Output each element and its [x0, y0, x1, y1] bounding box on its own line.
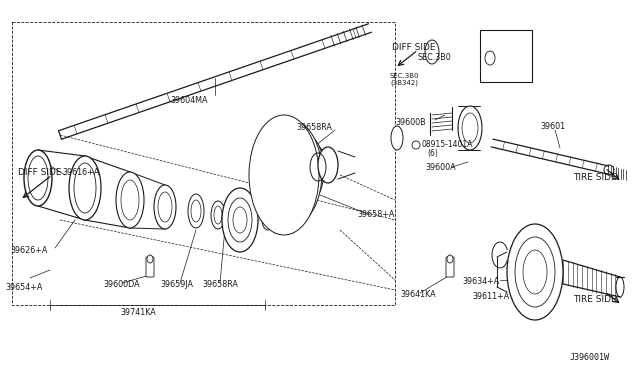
- Ellipse shape: [147, 255, 153, 263]
- Text: 39634+A: 39634+A: [462, 277, 499, 286]
- Text: J396001W: J396001W: [570, 353, 610, 362]
- Ellipse shape: [154, 185, 176, 229]
- Ellipse shape: [116, 172, 144, 228]
- Text: SEC.3B0
(3B342): SEC.3B0 (3B342): [390, 73, 419, 87]
- Text: 39600DA: 39600DA: [103, 280, 140, 289]
- Text: 39654+A: 39654+A: [5, 283, 42, 292]
- Ellipse shape: [280, 132, 324, 208]
- Text: 39601: 39601: [540, 122, 565, 131]
- Text: 39658RA: 39658RA: [202, 280, 238, 289]
- Ellipse shape: [425, 40, 439, 64]
- Text: 39658+A: 39658+A: [357, 210, 394, 219]
- Ellipse shape: [485, 51, 495, 65]
- Ellipse shape: [298, 143, 326, 191]
- Text: 39741KA: 39741KA: [120, 308, 156, 317]
- Text: 39600A: 39600A: [425, 163, 456, 172]
- Text: DIFF SIDE: DIFF SIDE: [392, 43, 435, 52]
- Text: 08915-1401A: 08915-1401A: [422, 140, 474, 149]
- Text: TIRE SIDE: TIRE SIDE: [573, 295, 616, 304]
- Text: SEC.3B0: SEC.3B0: [417, 53, 451, 62]
- Bar: [480, 30, 532, 82]
- Ellipse shape: [312, 151, 328, 179]
- Text: 39626+A: 39626+A: [10, 246, 47, 255]
- Ellipse shape: [188, 194, 204, 228]
- Ellipse shape: [447, 255, 453, 263]
- Text: 39604MA: 39604MA: [170, 96, 207, 105]
- Ellipse shape: [222, 188, 258, 252]
- Ellipse shape: [24, 150, 52, 206]
- Ellipse shape: [391, 126, 403, 150]
- Ellipse shape: [262, 121, 322, 225]
- Text: DIFF SIDE: DIFF SIDE: [18, 168, 61, 177]
- Ellipse shape: [458, 106, 482, 150]
- Ellipse shape: [69, 156, 101, 220]
- Text: 39616+A: 39616+A: [62, 168, 99, 177]
- Ellipse shape: [507, 224, 563, 320]
- Ellipse shape: [249, 115, 319, 235]
- Text: 39611+A: 39611+A: [472, 292, 509, 301]
- Text: 39600B: 39600B: [395, 118, 426, 127]
- Text: (6): (6): [427, 149, 438, 158]
- Text: 39658RA: 39658RA: [296, 123, 332, 132]
- Text: 39659JA: 39659JA: [160, 280, 193, 289]
- Circle shape: [412, 141, 420, 149]
- Ellipse shape: [211, 201, 225, 229]
- FancyBboxPatch shape: [146, 257, 154, 277]
- FancyBboxPatch shape: [446, 257, 454, 277]
- Text: TIRE SIDE: TIRE SIDE: [573, 173, 616, 182]
- Text: 39641KA: 39641KA: [400, 290, 436, 299]
- Ellipse shape: [318, 147, 338, 183]
